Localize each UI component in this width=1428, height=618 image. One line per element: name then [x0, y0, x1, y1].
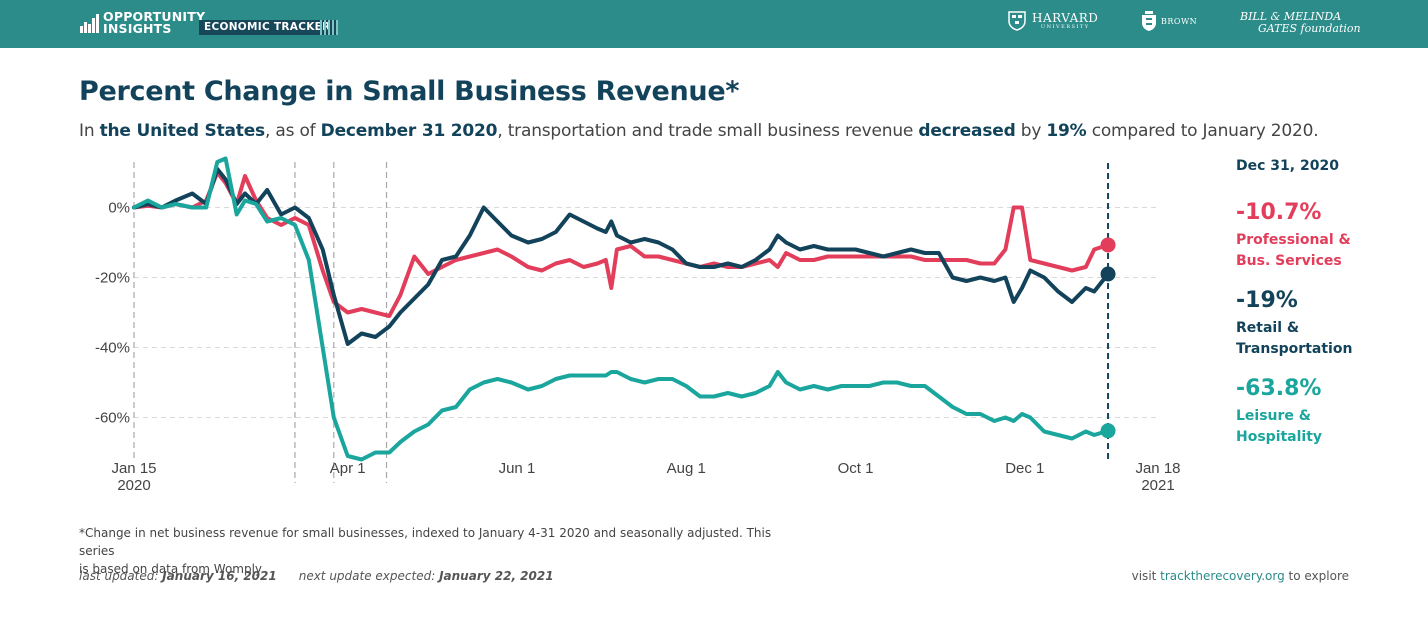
brown-logo[interactable]: BROWN — [1141, 10, 1197, 32]
footnote-line: is based on data from Womply. — [79, 562, 265, 576]
harvard-logo[interactable]: HARVARD UNIVERSITY — [1008, 11, 1098, 31]
harvard-sub: UNIVERSITY — [1040, 24, 1090, 30]
gates-line-2: GATES foundation — [1258, 22, 1361, 35]
subtitle-part: , transportation and trade small busines… — [497, 121, 919, 141]
brown-shield-icon — [1142, 11, 1156, 31]
summary-label-line: Hospitality — [1236, 429, 1323, 445]
summary-date: Dec 31, 2020 — [1236, 158, 1339, 174]
summary-value-leisure: -63.8% — [1236, 376, 1322, 401]
subtitle-place[interactable]: the United States — [99, 121, 266, 141]
summary-label-line: Bus. Services — [1236, 253, 1342, 269]
summary-value-professional: -10.7% — [1236, 200, 1322, 225]
subtitle-part: by — [1015, 121, 1047, 141]
summary-label-leisure[interactable]: Leisure & Hospitality — [1236, 406, 1416, 448]
next-update-date: January 22, 2021 — [439, 569, 554, 583]
visit-post: to explore — [1284, 569, 1349, 583]
next-update-label: next update expected: — [298, 569, 440, 583]
x-tick-label-year: 2020 — [117, 477, 150, 494]
subtitle: In the United States, as of December 31 … — [79, 121, 1319, 141]
opportunity-insights-logo-icon — [80, 14, 99, 33]
footnote: *Change in net business revenue for smal… — [79, 524, 799, 578]
x-tick-label: Jan 18 — [1135, 460, 1180, 477]
summary-label-line: Leisure & — [1236, 408, 1311, 424]
last-updated-label: last updated: — [79, 569, 163, 583]
harvard-shield-icon — [1008, 11, 1026, 31]
y-tick-label: 0% — [108, 200, 130, 217]
x-tick-label-year: 2021 — [1141, 477, 1174, 494]
series-line[interactable] — [132, 170, 1110, 318]
series-summary: Dec 31, 2020 -10.7% Professional & Bus. … — [1236, 158, 1416, 445]
tracktherecovery-link[interactable]: tracktherecovery.org — [1160, 569, 1285, 583]
gates-line-1: BILL & MELINDA — [1240, 10, 1342, 23]
subtitle-part: In — [79, 121, 100, 141]
y-tick-label: -20% — [95, 270, 130, 287]
economic-tracker-tag[interactable]: ECONOMIC TRACKER — [199, 20, 336, 35]
gates-foundation-logo[interactable]: BILL & MELINDA GATES foundation — [1240, 11, 1361, 35]
summary-label-professional[interactable]: Professional & Bus. Services — [1236, 230, 1416, 272]
page-title: Percent Change in Small Business Revenue… — [79, 76, 740, 107]
brand-name[interactable]: OPPORTUNITY INSIGHTS — [103, 11, 205, 34]
summary-label-retail[interactable]: Retail & Transportation — [1236, 318, 1416, 360]
x-tick-label: Dec 1 — [1005, 460, 1044, 477]
summary-value-retail: -19% — [1236, 288, 1298, 313]
summary-label-line: Retail & — [1236, 320, 1300, 336]
brand-line-1: OPPORTUNITY — [103, 9, 206, 24]
series-line[interactable] — [132, 167, 1110, 346]
harvard-name: HARVARD — [1032, 11, 1099, 25]
top-bar: OPPORTUNITY INSIGHTS ECONOMIC TRACKER HA… — [0, 0, 1428, 48]
brown-name: BROWN — [1161, 16, 1198, 26]
stripes-icon — [320, 20, 338, 35]
subtitle-direction: decreased — [918, 121, 1016, 141]
y-tick-label: -60% — [95, 410, 130, 427]
series-line[interactable] — [132, 156, 1110, 462]
x-tick-label: Aug 1 — [667, 460, 706, 477]
x-tick-label: Jan 15 — [111, 460, 156, 477]
series-endpoint — [1100, 423, 1116, 439]
series-endpoint — [1100, 237, 1116, 253]
x-tick-label: Oct 1 — [838, 460, 874, 477]
last-updated-date: January 16, 2021 — [162, 569, 277, 583]
footnote-line: *Change in net business revenue for smal… — [79, 526, 772, 558]
summary-label-line: Professional & — [1236, 232, 1351, 248]
x-tick-label: Apr 1 — [330, 460, 366, 477]
brand-line-2: INSIGHTS — [103, 20, 172, 36]
subtitle-date[interactable]: December 31 2020 — [320, 121, 498, 141]
x-tick-label: Jun 1 — [499, 460, 536, 477]
subtitle-amount: 19% — [1046, 121, 1087, 141]
subtitle-part: compared to January 2020. — [1086, 121, 1319, 141]
y-tick-label: -40% — [95, 340, 130, 357]
update-info: last updated: January 16, 2021 next updat… — [79, 569, 554, 583]
visit-note: visit tracktherecovery.org to explore — [1132, 569, 1349, 583]
visit-pre: visit — [1131, 569, 1161, 583]
subtitle-part: , as of — [264, 121, 321, 141]
summary-label-line: Transportation — [1236, 341, 1353, 357]
series-endpoint — [1100, 266, 1116, 282]
